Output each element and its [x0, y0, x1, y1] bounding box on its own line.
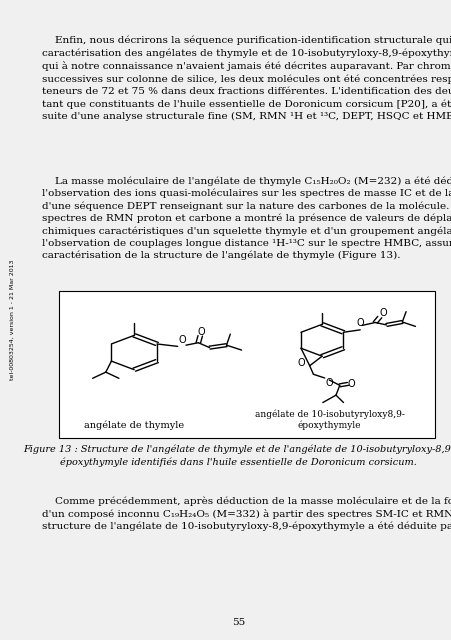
Text: angélate de 10-isobutyryloxy8,9-
époxythymyle: angélate de 10-isobutyryloxy8,9- époxyth… — [254, 410, 404, 430]
Text: O: O — [178, 335, 186, 345]
Text: O: O — [356, 318, 363, 328]
Text: O: O — [297, 358, 304, 368]
Text: tel-00803254, version 1 - 21 Mar 2013: tel-00803254, version 1 - 21 Mar 2013 — [10, 260, 15, 380]
Text: Comme précédemment, après déduction de la masse moléculaire et de la formule bru: Comme précédemment, après déduction de l… — [42, 496, 451, 531]
Text: O: O — [379, 308, 387, 318]
Text: O: O — [346, 379, 354, 389]
Text: angélate de thymyle: angélate de thymyle — [84, 420, 184, 430]
Text: Figure 13 : Structure de l'angélate de thymyle et de l'angélate de 10-isobutyryl: Figure 13 : Structure de l'angélate de t… — [23, 445, 451, 467]
Text: O: O — [325, 378, 333, 388]
Text: 55: 55 — [231, 618, 244, 627]
FancyBboxPatch shape — [59, 291, 434, 438]
Text: Enfin, nous décrirons la séquence purification-identification structurale qui a : Enfin, nous décrirons la séquence purifi… — [42, 35, 451, 121]
Text: La masse moléculaire de l'angélate de thymyle C₁₅H₂₀O₂ (M=232) a été déduite à p: La masse moléculaire de l'angélate de th… — [42, 176, 451, 260]
Text: O: O — [197, 326, 205, 337]
